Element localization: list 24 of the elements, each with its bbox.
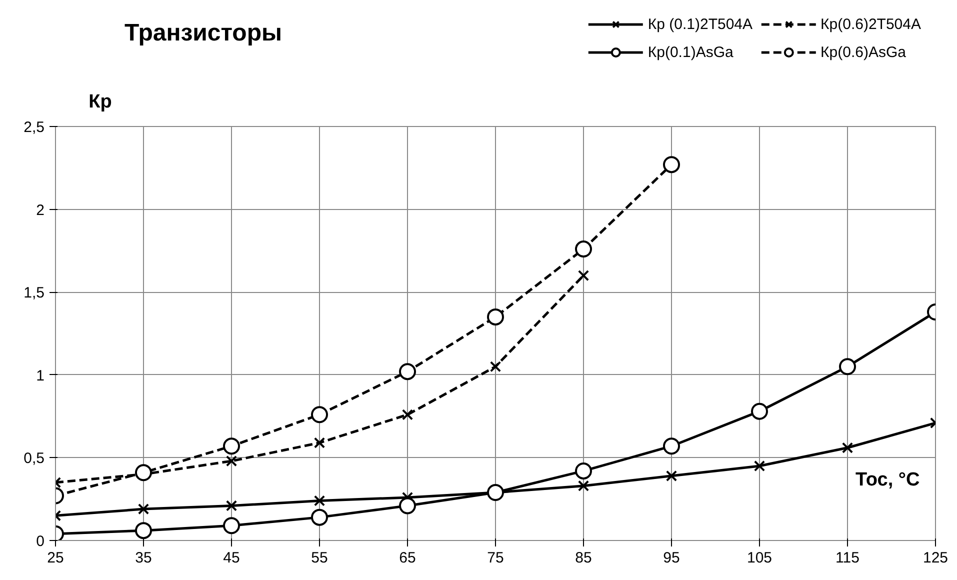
x-tick-label: 55	[311, 550, 328, 566]
x-tick-label: 75	[487, 550, 504, 566]
y-tick-label: 1,5	[24, 284, 45, 302]
x-tick-label: 85	[575, 550, 592, 566]
x-axis-title: Тос, °C	[856, 470, 920, 490]
chart-title: Транзисторы	[124, 20, 282, 46]
x-tick-label: 125	[922, 550, 948, 566]
x-tick-label: 115	[836, 550, 860, 566]
y-tick-label: 0,5	[24, 450, 45, 468]
y-axis-title: Кр	[88, 92, 112, 112]
legend-label: Кр (0.1)2Т504А	[648, 16, 753, 32]
legend-label: Кр(0.6)AsGa	[820, 44, 906, 60]
legend-label: Кр(0.6)2Т504А	[820, 16, 921, 32]
y-tick-label: 2,5	[24, 119, 45, 136]
x-tick-label: 65	[399, 550, 416, 566]
y-tick-label: 1	[36, 367, 44, 384]
x-tick-label: 35	[135, 550, 152, 566]
y-tick-label: 0	[36, 533, 44, 550]
legend-label: Кр(0.1)AsGa	[648, 44, 734, 60]
y-tick-label: 2	[36, 202, 44, 219]
x-tick-label: 95	[663, 550, 680, 566]
x-tick-label: 25	[47, 550, 64, 566]
x-tick-label: 105	[746, 550, 772, 566]
x-tick-label: 45	[223, 550, 240, 566]
